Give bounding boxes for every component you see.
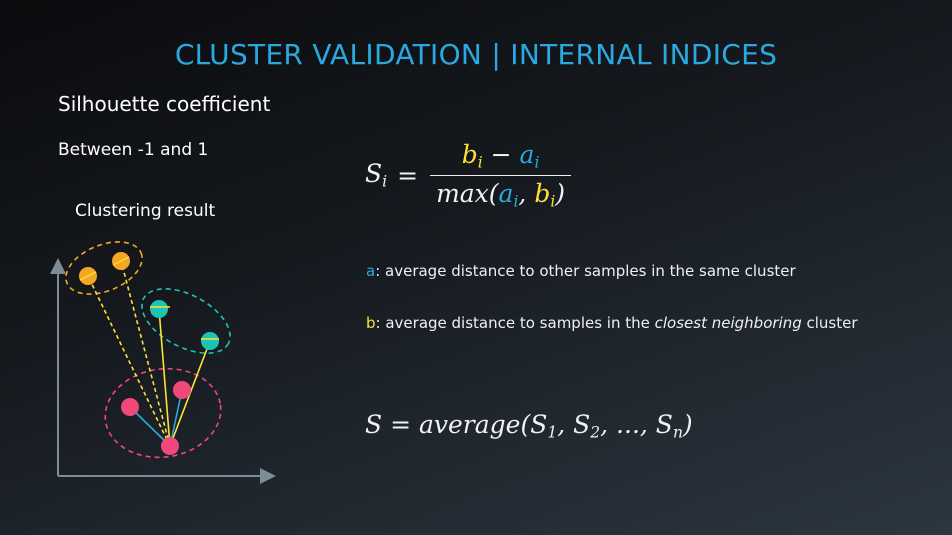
- pink-sample-point: [173, 381, 191, 399]
- slide-subtitle: Silhouette coefficient: [58, 92, 271, 116]
- orange-point-marker: [112, 256, 130, 266]
- diagram-label: Clustering result: [75, 201, 216, 221]
- definition-a-key: a: [366, 262, 376, 280]
- formula-numerator: bi − ai: [461, 140, 540, 172]
- intra-distance-line: [169, 389, 183, 447]
- formula-equals: =: [397, 160, 419, 190]
- inter-distance-line-dashed: [87, 275, 171, 447]
- reference-sample-point: [161, 437, 179, 455]
- orange-point-marker: [79, 271, 97, 281]
- formula-fraction: bi − ai max(ai, bi): [430, 140, 572, 210]
- teal-sample-point: [150, 300, 168, 318]
- formula-lhs: Si: [365, 159, 388, 191]
- pink-cluster-boundary: [104, 367, 222, 459]
- formula-denominator: max(ai, bi): [430, 174, 572, 210]
- teal-cluster-boundary: [141, 288, 231, 354]
- silhouette-formula: Si = bi − ai max(ai, bi): [365, 140, 572, 210]
- intra-distance-line: [129, 406, 171, 447]
- definition-b: b: average distance to samples in the cl…: [366, 314, 858, 332]
- inter-distance-line-dashed: [120, 260, 171, 447]
- pink-sample-point: [121, 398, 139, 416]
- teal-sample-point: [201, 332, 219, 350]
- average-formula: S = average(S1, S2, ..., Sn): [365, 410, 693, 442]
- range-note: Between -1 and 1: [58, 140, 209, 160]
- slide-title: CLUSTER VALIDATION | INTERNAL INDICES: [174, 38, 778, 71]
- inter-distance-line: [158, 308, 171, 447]
- definition-a: a: average distance to other samples in …: [366, 262, 796, 280]
- definition-b-key: b: [366, 314, 376, 332]
- orange-cluster-boundary: [65, 241, 143, 295]
